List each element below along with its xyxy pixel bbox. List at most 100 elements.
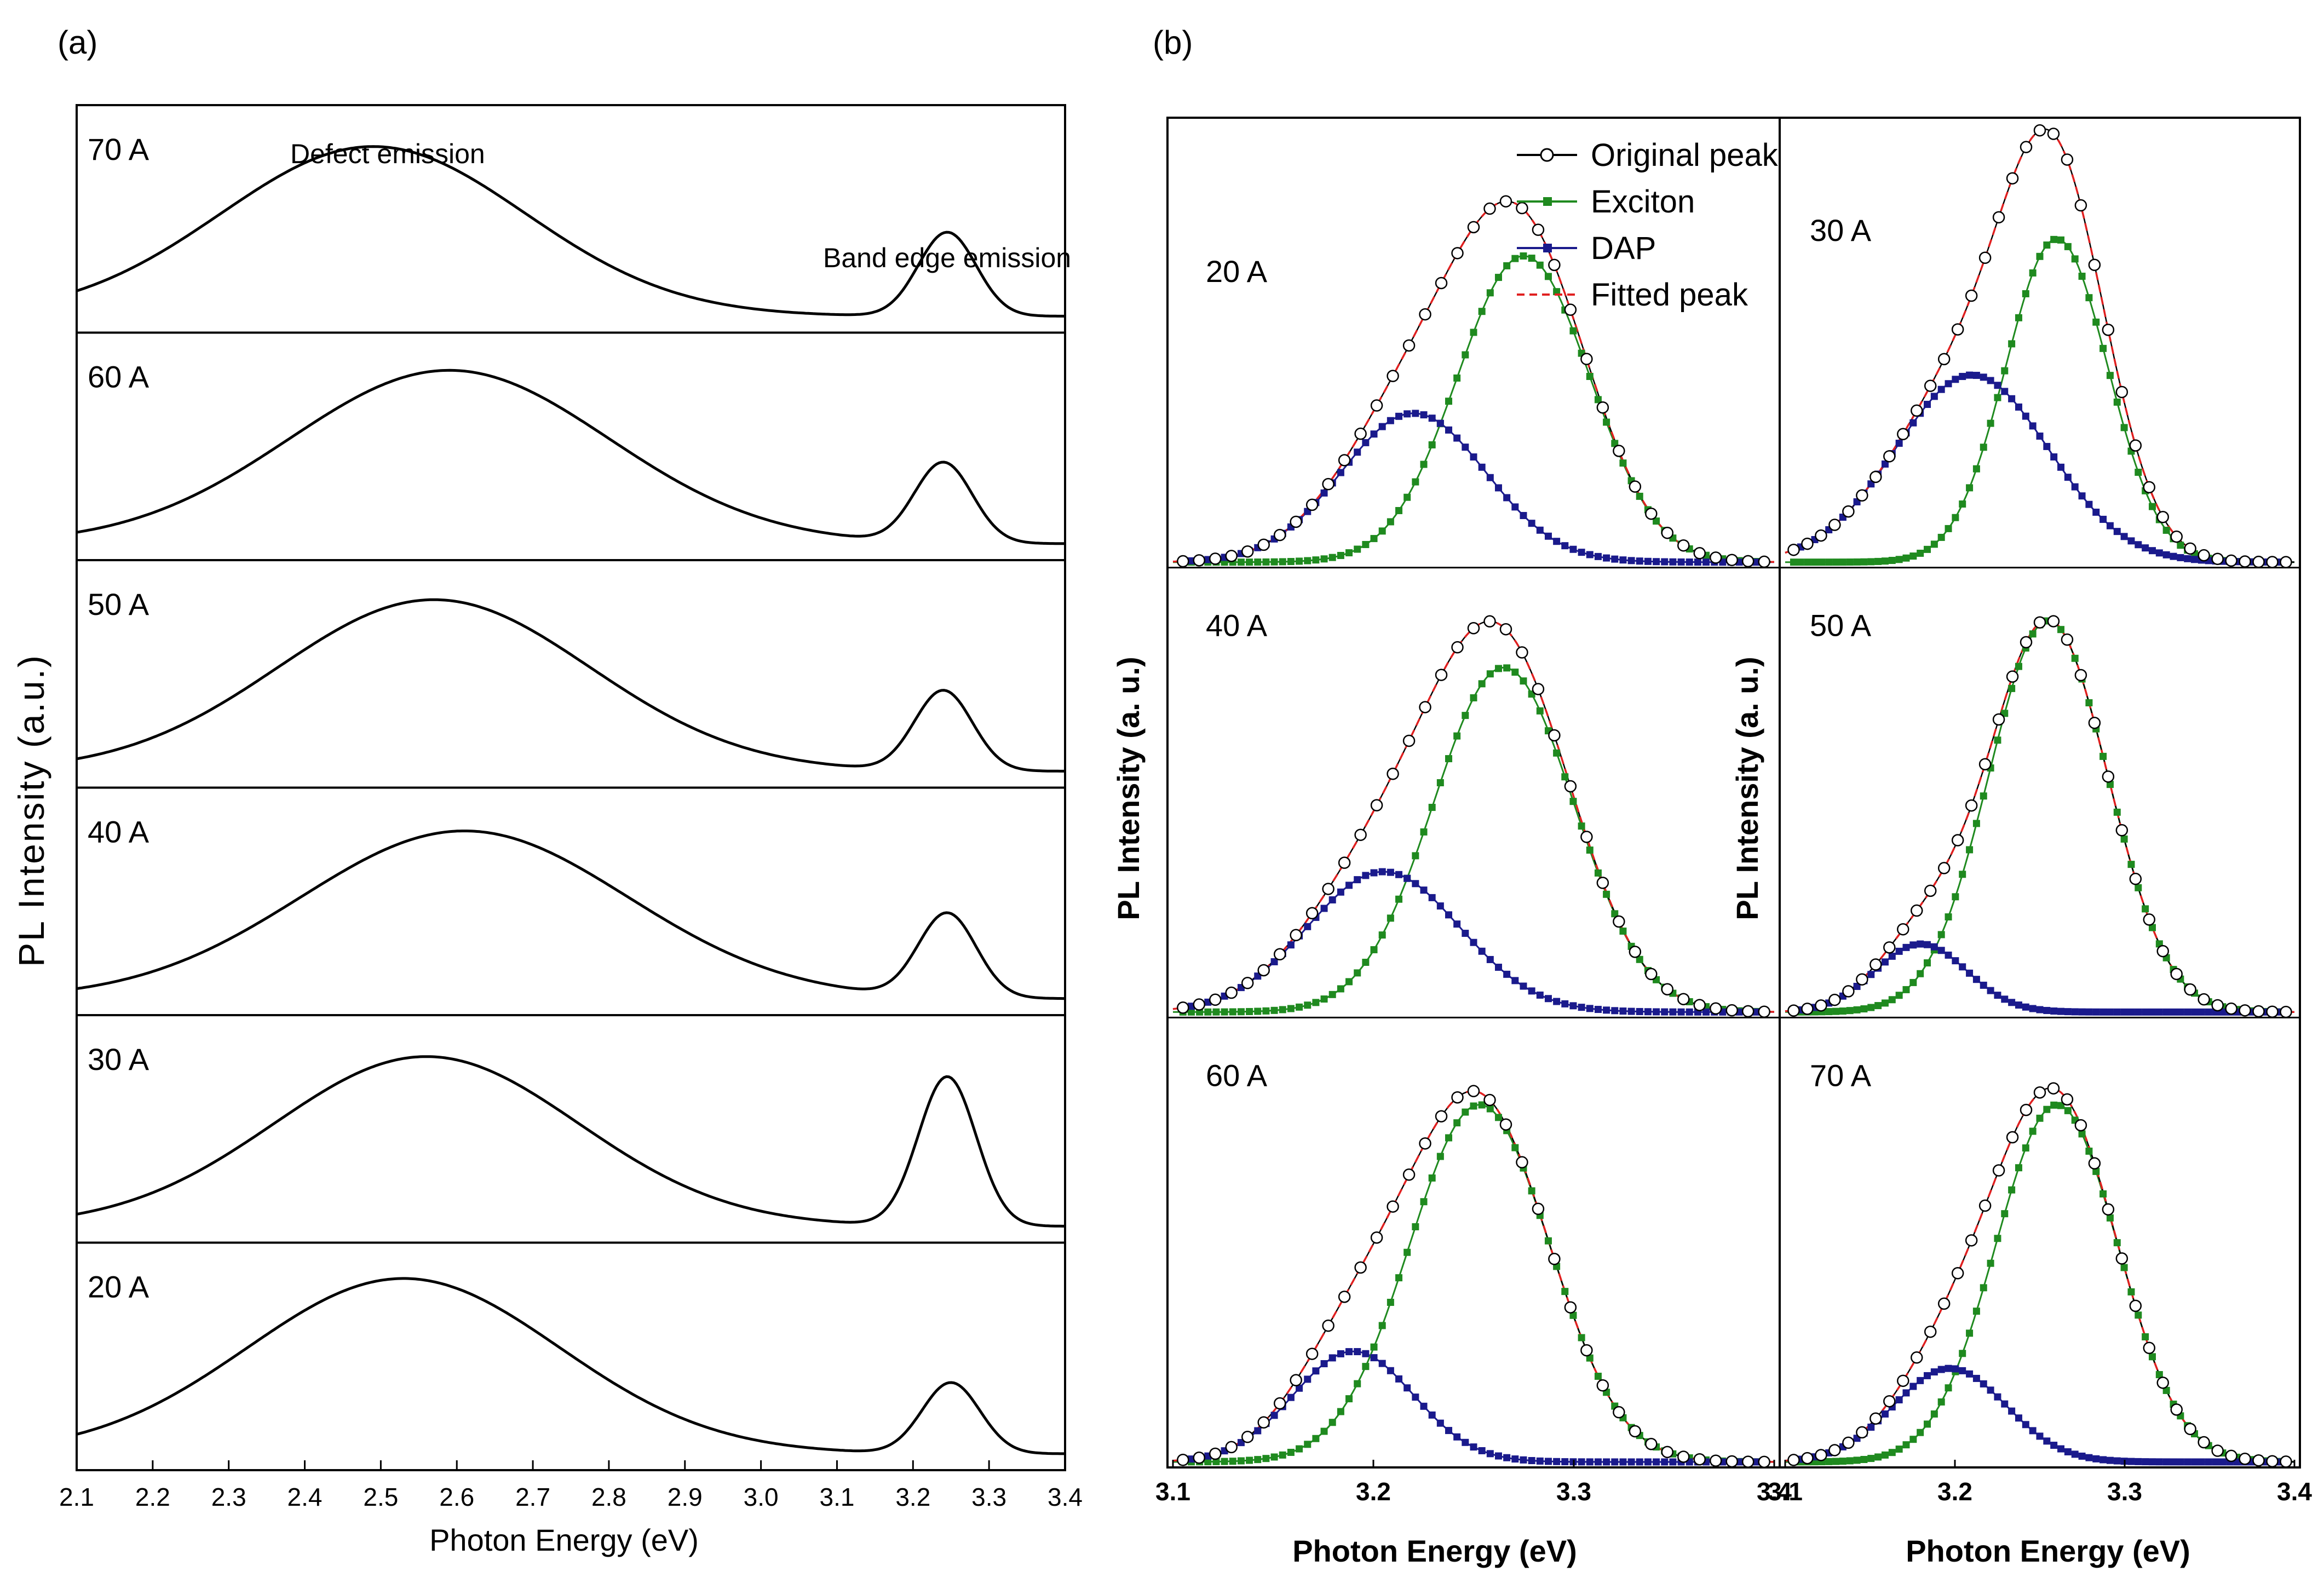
original-marker <box>1209 552 1222 565</box>
original-marker <box>1177 555 1189 568</box>
original-marker <box>1483 615 1496 628</box>
dap-marker <box>1945 380 1952 388</box>
original-marker <box>1241 977 1254 989</box>
exciton-marker <box>1337 1408 1344 1415</box>
dap-marker <box>1270 958 1278 965</box>
dap-marker <box>1980 373 1987 381</box>
x-tick-label: 3.1 <box>819 1483 854 1511</box>
dap-marker <box>1644 1458 1652 1466</box>
exciton-marker <box>2120 835 2128 843</box>
original-marker <box>2266 1005 2279 1018</box>
original-marker <box>2115 385 2129 399</box>
original-marker <box>2156 511 2169 523</box>
exciton-marker <box>1520 677 1527 685</box>
dap-marker <box>1553 538 1561 545</box>
original-marker <box>1580 353 1593 365</box>
exciton-marker <box>1279 1451 1286 1459</box>
exciton-marker <box>1362 540 1370 548</box>
original-marker <box>1911 1351 1923 1364</box>
dap-marker <box>1337 888 1344 896</box>
original-marker <box>1897 428 1909 441</box>
dap-marker <box>1653 558 1660 566</box>
fitted-line-60-A <box>1172 1090 1774 1463</box>
exciton-marker <box>1187 1008 1195 1016</box>
original-marker <box>1965 1234 1978 1247</box>
exciton-marker <box>1403 493 1411 501</box>
exciton-marker <box>1881 999 1889 1007</box>
original-marker <box>1725 1455 1738 1468</box>
exciton-marker <box>1378 527 1386 535</box>
original-marker <box>1924 379 1937 392</box>
exciton-marker <box>1959 1350 1966 1357</box>
dap-marker <box>1354 448 1361 456</box>
exciton-marker <box>1902 986 1910 993</box>
exciton-marker <box>1412 852 1419 860</box>
exciton-marker <box>2177 542 2184 549</box>
dap-marker <box>2099 515 2107 523</box>
original-marker <box>1758 1005 1770 1018</box>
exciton-marker <box>1320 555 1328 563</box>
exciton-marker <box>1825 558 1833 566</box>
dap-marker <box>1503 1454 1511 1461</box>
exciton-marker <box>1262 1455 1270 1462</box>
exciton-marker <box>2113 1239 2121 1247</box>
exciton-marker <box>1994 736 2001 744</box>
original-marker <box>2020 636 2033 649</box>
exciton-marker <box>1486 289 1494 297</box>
dap-marker <box>2022 412 2029 420</box>
dap-marker <box>1511 977 1519 984</box>
dap-marker <box>2015 403 2022 411</box>
original-marker <box>1499 1118 1512 1131</box>
original-marker <box>1992 211 2005 224</box>
exciton-marker <box>2106 1214 2114 1222</box>
exciton-marker <box>1345 1395 1353 1403</box>
panel-a-curves <box>76 145 1066 1455</box>
original-marker <box>1883 1395 1896 1408</box>
exciton-marker <box>1853 558 1861 566</box>
exciton-marker <box>2071 654 2079 662</box>
original-marker <box>1177 1454 1189 1466</box>
original-marker <box>1661 526 1674 539</box>
exciton-line-50-A <box>1785 620 2294 1013</box>
exciton-marker <box>1909 552 1917 560</box>
exciton-marker <box>1544 1237 1552 1245</box>
dap-marker <box>2127 537 2135 545</box>
original-marker <box>1758 1455 1770 1469</box>
original-marker <box>1787 1454 1800 1466</box>
exciton-marker <box>2092 318 2100 326</box>
dap-marker <box>2135 541 2142 549</box>
original-marker <box>1290 929 1302 942</box>
exciton-marker <box>2036 1114 2044 1122</box>
original-marker <box>1645 1437 1658 1450</box>
exciton-marker <box>1586 372 1594 380</box>
x-tick-label: 2.7 <box>515 1483 550 1511</box>
dap-marker <box>1354 1348 1361 1356</box>
original-marker <box>1209 1447 1222 1460</box>
spectrum-line-40-A <box>76 830 1065 1000</box>
spectrum-line-20-A <box>76 1277 1065 1455</box>
exciton-marker <box>1874 557 1882 565</box>
dap-marker <box>1428 1411 1436 1419</box>
spectrum-line-30-A <box>76 1055 1065 1228</box>
dap-marker <box>1867 1423 1875 1431</box>
exciton-marker <box>1287 1005 1295 1012</box>
exciton-marker <box>1462 712 1469 719</box>
dap-marker <box>2099 1456 2107 1464</box>
dap-marker <box>1881 1410 1889 1418</box>
original-marker <box>2047 1082 2060 1095</box>
original-marker <box>2102 770 2115 783</box>
dap-marker <box>2029 422 2037 430</box>
original-marker <box>1951 834 1964 847</box>
exciton-marker <box>2135 469 2142 476</box>
x-tick-label: 3.2 <box>1356 1477 1391 1506</box>
exciton-marker <box>1594 869 1602 877</box>
exciton-marker <box>1636 955 1643 963</box>
dap-marker <box>1952 1365 1959 1373</box>
dap-marker <box>1445 426 1453 434</box>
exciton-marker <box>1354 1380 1361 1387</box>
exciton-marker <box>1395 895 1403 903</box>
dap-marker <box>2135 1458 2142 1465</box>
dap-marker <box>2155 1008 2163 1016</box>
original-marker <box>1677 1450 1690 1463</box>
exciton-marker <box>1378 931 1386 939</box>
